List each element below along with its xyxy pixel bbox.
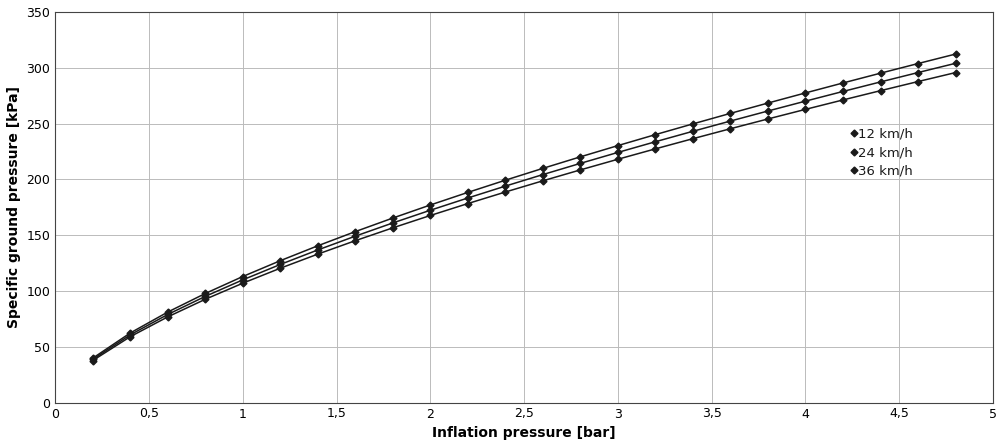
X-axis label: Inflation pressure [bar]: Inflation pressure [bar] [432,426,616,440]
Legend: 12 km/h, 24 km/h, 36 km/h: 12 km/h, 24 km/h, 36 km/h [854,128,912,177]
Y-axis label: Specific ground pressure [kPa]: Specific ground pressure [kPa] [7,86,21,328]
